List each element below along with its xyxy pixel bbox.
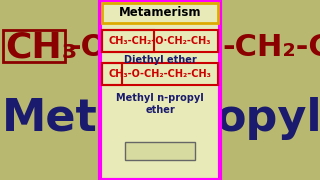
Text: Methyl n-propyl
ether: Methyl n-propyl ether [116, 93, 204, 115]
Bar [125, 142, 195, 160]
Text: Diethyl ether: Diethyl ether [124, 55, 196, 65]
Text: CH₃: CH₃ [5, 30, 77, 64]
Text: Metamerism: Metamerism [119, 6, 201, 19]
Text: opyl: opyl [215, 96, 320, 140]
Bar [102, 30, 218, 52]
Text: CH₃-O-CH₂-CH₂-CH₃: CH₃-O-CH₂-CH₂-CH₃ [108, 69, 212, 79]
Bar [102, 3, 218, 23]
Bar [102, 63, 218, 85]
Text: CH₃-CH₂-O·CH₂-CH₃: CH₃-CH₂-O·CH₂-CH₃ [109, 36, 211, 46]
Text: -CH₂-CH₃: -CH₂-CH₃ [222, 33, 320, 62]
Bar [3, 30, 65, 62]
Text: -O-: -O- [68, 33, 120, 62]
Bar [102, 63, 122, 85]
Bar [102, 30, 154, 52]
Bar [100, 0, 220, 180]
Text: Meth: Meth [2, 96, 130, 140]
